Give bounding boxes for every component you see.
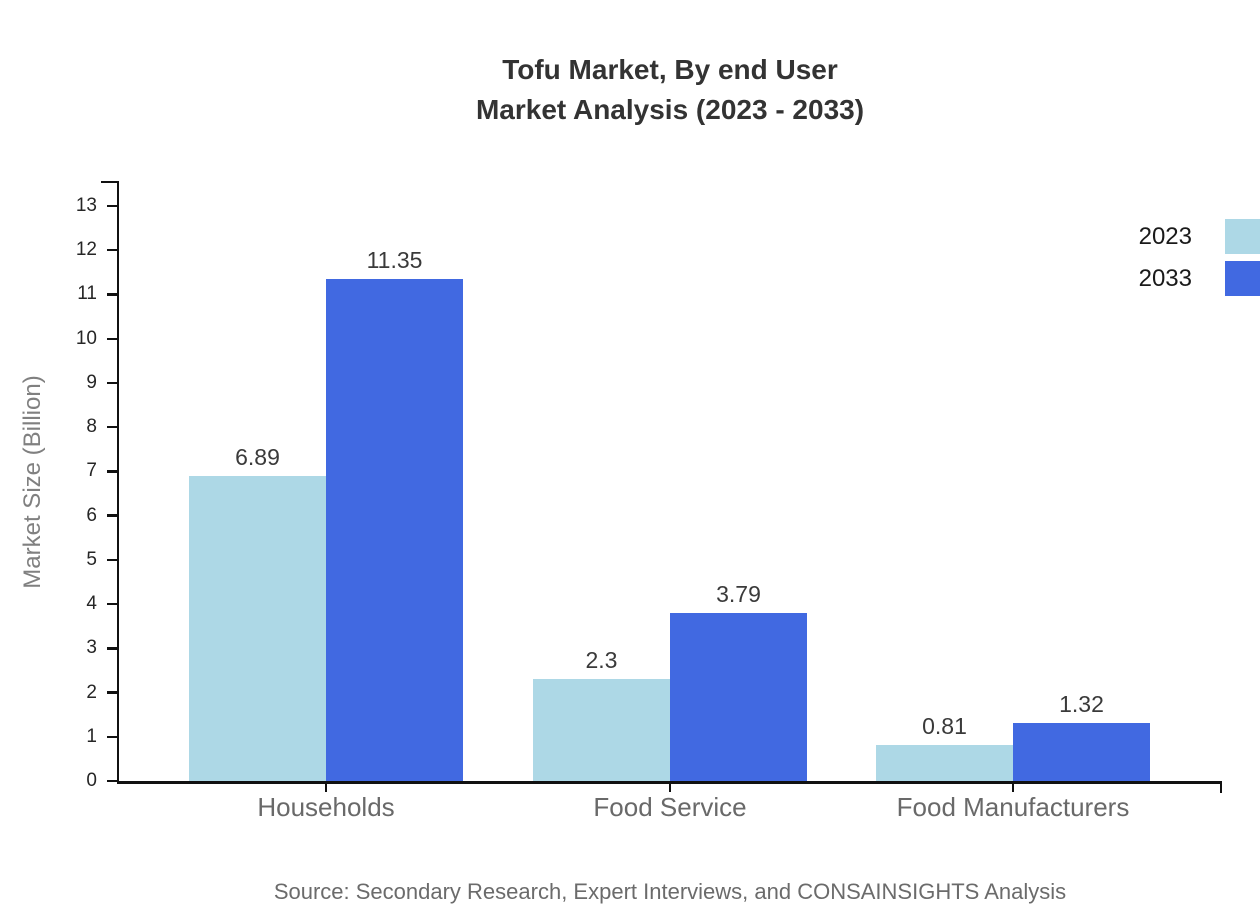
x-tick xyxy=(324,781,328,792)
y-tick-label: 10 xyxy=(75,327,97,349)
y-tick-label: 7 xyxy=(86,460,97,482)
source-text: Source: Secondary Research, Expert Inter… xyxy=(273,879,1067,904)
x-category-label: Households xyxy=(257,792,395,822)
legend-item-2033: 2033 xyxy=(1139,261,1260,296)
x-axis-right-cap xyxy=(1219,781,1222,793)
y-tick xyxy=(107,647,119,650)
y-tick xyxy=(107,602,119,606)
y-tick xyxy=(107,204,119,208)
y-tick xyxy=(107,779,119,783)
bar-value-label: 2.3 xyxy=(585,647,618,673)
y-axis-top-cap xyxy=(101,180,119,184)
bar-value-label: 3.79 xyxy=(716,581,761,607)
y-tick-label: 8 xyxy=(86,416,97,438)
bar-2033-households xyxy=(326,279,463,781)
y-tick-label: 6 xyxy=(86,504,97,526)
bar-value-label: 6.89 xyxy=(235,444,280,470)
bar-value-label: 1.32 xyxy=(1059,691,1104,717)
y-tick xyxy=(107,381,119,385)
legend-label-2023: 2023 xyxy=(1138,222,1192,250)
y-tick-label: 2 xyxy=(86,681,97,703)
y-tick xyxy=(107,514,119,517)
x-tick xyxy=(668,781,672,792)
legend-swatch-2033 xyxy=(1225,261,1260,296)
legend-swatch-2023 xyxy=(1225,219,1260,254)
chart-title-line-2: Market Analysis (2023 - 2033) xyxy=(475,94,865,125)
y-tick-label: 11 xyxy=(77,283,97,305)
y-tick xyxy=(107,470,119,473)
y-tick xyxy=(107,558,119,562)
y-tick-label: 9 xyxy=(86,371,97,393)
bar-2033-food-service xyxy=(670,613,807,781)
bar-2023-food-manufacturers xyxy=(876,745,1013,781)
y-tick-label: 4 xyxy=(86,593,97,615)
bar-value-label: 11.35 xyxy=(366,247,423,273)
y-tick xyxy=(107,425,119,429)
y-tick xyxy=(107,249,119,252)
x-category-label: Food Service xyxy=(593,792,747,822)
y-axis-label: Market Size (Billion) xyxy=(19,375,46,589)
y-tick-label: 5 xyxy=(86,548,97,570)
y-tick-label: 13 xyxy=(75,195,97,216)
y-tick xyxy=(107,293,119,296)
y-tick-label: 0 xyxy=(86,770,97,791)
y-tick-label: 1 xyxy=(86,725,97,747)
x-category-label: Food Manufacturers xyxy=(896,792,1130,822)
bar-2023-households xyxy=(189,476,326,781)
y-tick xyxy=(107,337,119,340)
x-tick xyxy=(1011,781,1015,792)
bar-2023-food-service xyxy=(533,679,670,781)
legend-label-2033: 2033 xyxy=(1138,264,1192,292)
y-tick-label: 12 xyxy=(75,239,97,261)
y-tick xyxy=(107,691,119,694)
bar-2033-food-manufacturers xyxy=(1013,723,1150,781)
bar-value-label: 0.81 xyxy=(922,713,967,739)
legend-item-2023: 2023 xyxy=(1139,219,1260,254)
y-axis-spine xyxy=(116,182,119,783)
y-tick xyxy=(107,735,119,738)
chart-title-line-1: Tofu Market, By end User xyxy=(502,54,838,85)
y-tick-label: 3 xyxy=(86,637,97,659)
